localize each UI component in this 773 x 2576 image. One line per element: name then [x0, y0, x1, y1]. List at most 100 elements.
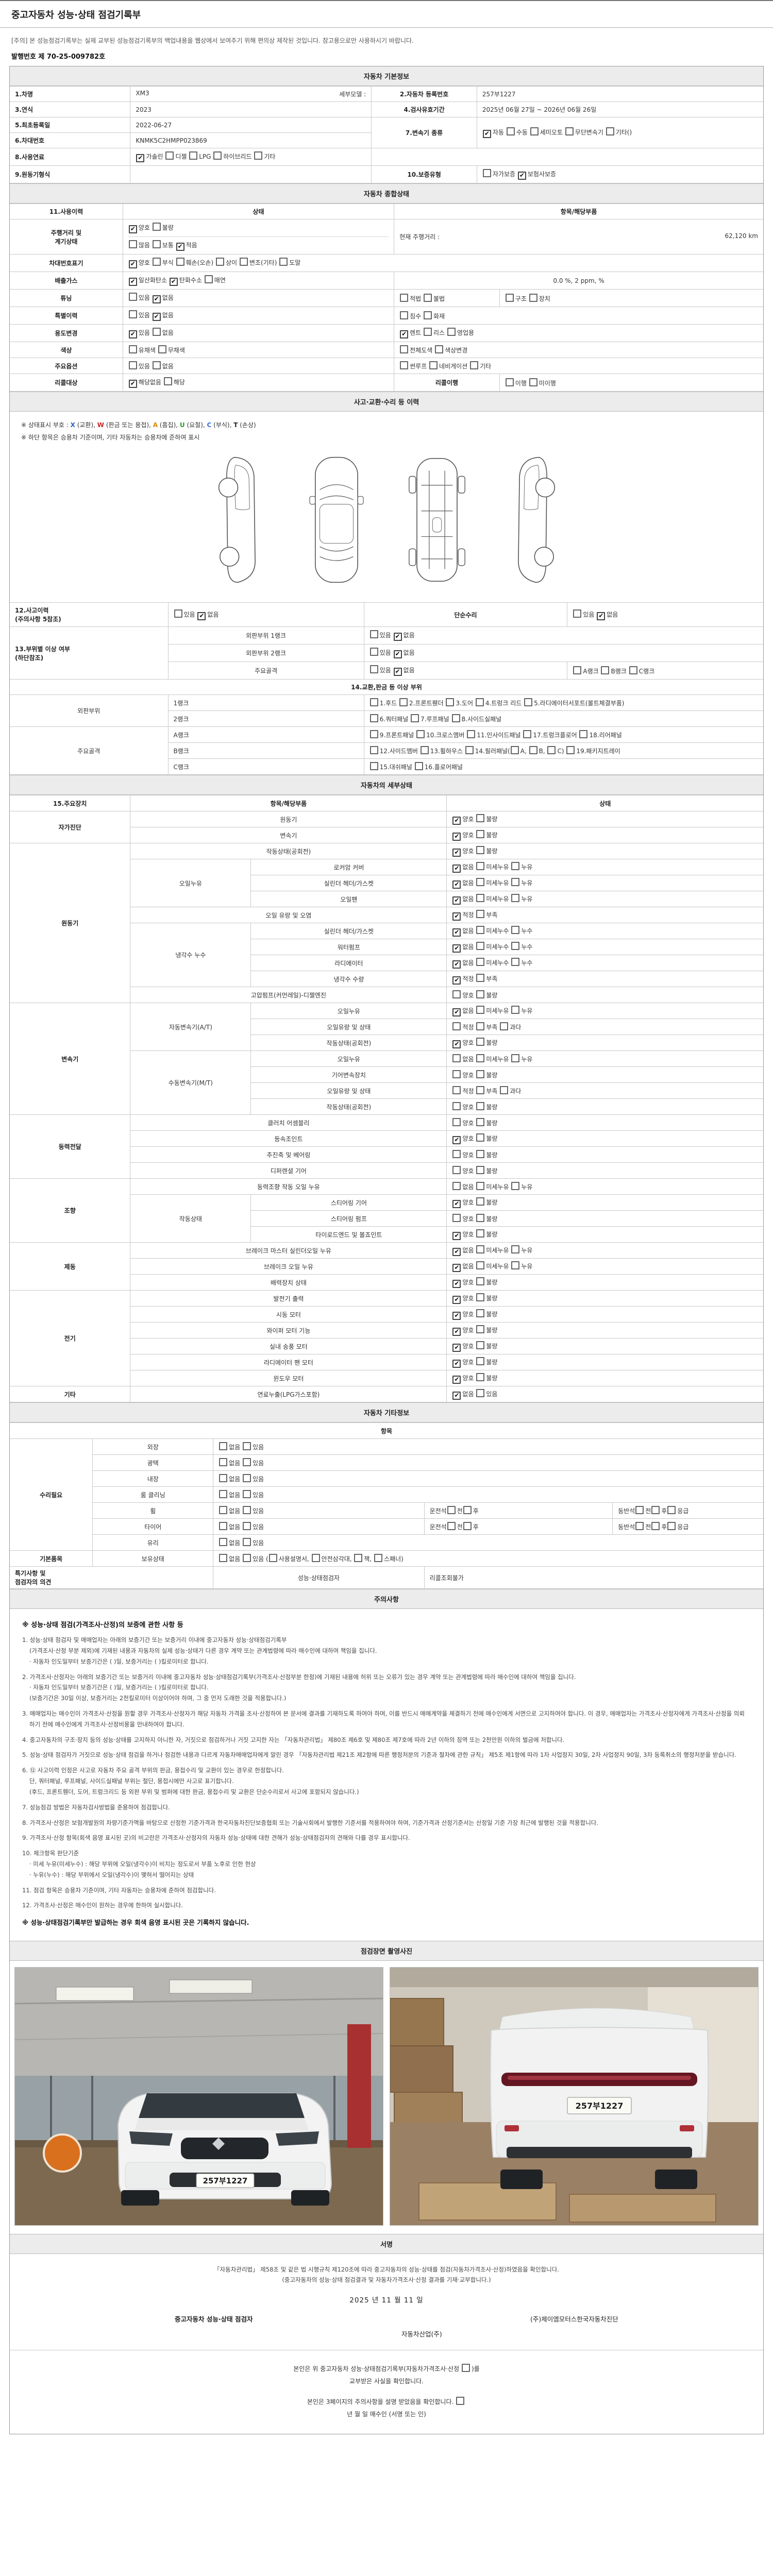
checkbox-checked[interactable]: ✔: [452, 1247, 461, 1256]
checkbox[interactable]: [452, 1054, 461, 1062]
checkbox[interactable]: [476, 941, 485, 950]
checkbox[interactable]: [416, 730, 425, 738]
checkbox-checked[interactable]: ✔: [452, 1279, 461, 1288]
checkbox[interactable]: [447, 1522, 456, 1530]
checkbox[interactable]: [606, 127, 614, 135]
checkbox[interactable]: [511, 893, 520, 902]
checkbox-checked[interactable]: ✔: [452, 1327, 461, 1336]
checkbox[interactable]: [476, 1325, 485, 1333]
checkbox[interactable]: [215, 258, 224, 266]
checkbox[interactable]: [476, 973, 485, 982]
checkbox[interactable]: [429, 361, 438, 369]
checkbox[interactable]: [500, 1086, 509, 1094]
checkbox[interactable]: [523, 730, 532, 738]
checkbox[interactable]: [467, 730, 476, 738]
checkbox[interactable]: [476, 1150, 485, 1158]
checkbox[interactable]: [476, 909, 485, 918]
checkbox[interactable]: [511, 941, 520, 950]
checkbox[interactable]: [239, 258, 248, 266]
checkbox[interactable]: [163, 377, 172, 385]
checkbox-checked[interactable]: ✔: [452, 1359, 461, 1368]
checkbox[interactable]: [354, 1554, 363, 1562]
checkbox[interactable]: [476, 1005, 485, 1014]
checkbox[interactable]: [219, 1506, 228, 1514]
checkbox[interactable]: [667, 1506, 676, 1514]
checkbox[interactable]: [152, 361, 161, 369]
checkbox[interactable]: [447, 1506, 456, 1514]
checkbox[interactable]: [152, 258, 161, 266]
checkbox[interactable]: [476, 845, 485, 854]
checkbox[interactable]: [424, 311, 432, 319]
checkbox[interactable]: [463, 1506, 472, 1514]
checkbox[interactable]: [411, 714, 419, 722]
checkbox-checked[interactable]: ✔: [128, 278, 137, 286]
checkbox[interactable]: [158, 345, 166, 353]
checkbox[interactable]: [476, 1166, 485, 1174]
checkbox[interactable]: [511, 861, 520, 870]
checkbox[interactable]: [452, 1166, 461, 1174]
checkbox-checked[interactable]: ✔: [452, 848, 461, 857]
checkbox[interactable]: [476, 1214, 485, 1222]
checkbox[interactable]: [476, 990, 485, 998]
checkbox[interactable]: [219, 1490, 228, 1498]
checkbox[interactable]: [369, 665, 378, 673]
checkbox-checked[interactable]: ✔: [400, 330, 409, 338]
checkbox[interactable]: [465, 746, 474, 754]
checkbox-checked[interactable]: ✔: [452, 1263, 461, 1272]
checkbox[interactable]: [506, 127, 515, 135]
checkbox[interactable]: [579, 730, 588, 738]
checkbox[interactable]: [476, 1309, 485, 1317]
checkbox[interactable]: [254, 151, 263, 160]
checkbox[interactable]: [476, 893, 485, 902]
checkbox[interactable]: [476, 1293, 485, 1301]
checkbox[interactable]: [452, 1022, 461, 1030]
checkbox[interactable]: [213, 151, 222, 160]
checkbox[interactable]: [219, 1458, 228, 1466]
checkbox-checked[interactable]: ✔: [452, 1391, 461, 1400]
checkbox[interactable]: [311, 1554, 320, 1562]
checkbox-checked[interactable]: ✔: [452, 1295, 461, 1304]
checkbox-checked[interactable]: ✔: [517, 172, 526, 180]
checkbox[interactable]: [424, 328, 432, 336]
checkbox[interactable]: [529, 378, 537, 386]
checkbox-checked[interactable]: ✔: [169, 278, 178, 286]
checkbox-checked[interactable]: ✔: [176, 243, 184, 251]
checkbox[interactable]: [566, 746, 575, 754]
checkbox[interactable]: [400, 293, 409, 302]
checkbox-checked[interactable]: ✔: [452, 960, 461, 969]
checkbox[interactable]: [128, 345, 137, 353]
checkbox[interactable]: [476, 877, 485, 886]
checkbox[interactable]: [505, 293, 514, 302]
checkbox[interactable]: [452, 1086, 461, 1094]
checkbox[interactable]: [476, 1118, 485, 1126]
checkbox[interactable]: [165, 151, 174, 160]
checkbox[interactable]: [176, 258, 184, 266]
checkbox-checked[interactable]: ✔: [152, 313, 161, 321]
checkbox-checked[interactable]: ✔: [452, 1040, 461, 1048]
checkbox[interactable]: [243, 1474, 251, 1482]
checkbox[interactable]: [399, 698, 408, 706]
checkbox-checked[interactable]: ✔: [597, 612, 606, 620]
checkbox[interactable]: [452, 1182, 461, 1190]
checkbox[interactable]: [424, 293, 432, 302]
checkbox[interactable]: [219, 1522, 228, 1530]
checkbox[interactable]: [529, 746, 537, 754]
checkbox-checked[interactable]: ✔: [452, 896, 461, 905]
checkbox[interactable]: [470, 361, 479, 369]
checkbox[interactable]: [414, 762, 423, 770]
checkbox[interactable]: [369, 762, 378, 770]
checkbox[interactable]: [476, 1197, 485, 1206]
checkbox-checked[interactable]: ✔: [452, 1199, 461, 1208]
checkbox[interactable]: [451, 714, 460, 722]
checkbox[interactable]: [461, 2363, 470, 2372]
checkbox[interactable]: [511, 1054, 520, 1062]
checkbox[interactable]: [369, 630, 378, 638]
checkbox[interactable]: [476, 1054, 485, 1062]
checkbox[interactable]: [476, 1245, 485, 1253]
checkbox[interactable]: [128, 310, 137, 318]
checkbox[interactable]: [573, 609, 582, 618]
checkbox[interactable]: [204, 275, 213, 283]
checkbox[interactable]: [152, 328, 161, 336]
checkbox[interactable]: [476, 814, 485, 822]
checkbox-checked[interactable]: ✔: [393, 668, 402, 676]
